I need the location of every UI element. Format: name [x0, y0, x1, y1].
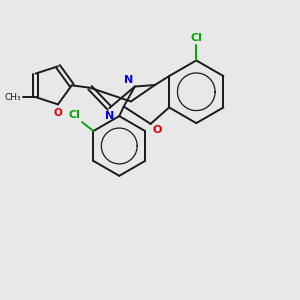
Text: N: N	[124, 75, 134, 85]
Text: N: N	[105, 111, 114, 121]
Text: O: O	[153, 125, 162, 135]
Text: O: O	[54, 108, 62, 118]
Text: CH₃: CH₃	[4, 93, 21, 102]
Text: Cl: Cl	[190, 33, 202, 43]
Text: Cl: Cl	[68, 110, 80, 120]
